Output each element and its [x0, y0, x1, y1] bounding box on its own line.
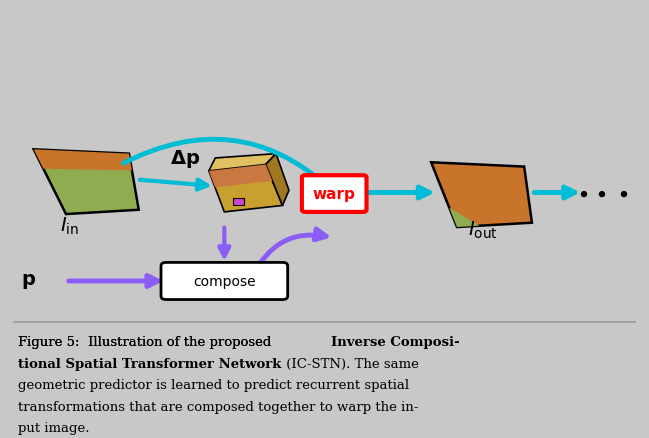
FancyBboxPatch shape: [302, 176, 367, 212]
Polygon shape: [265, 154, 289, 206]
Polygon shape: [209, 165, 282, 212]
Text: warp: warp: [313, 187, 356, 201]
Polygon shape: [209, 154, 276, 172]
Polygon shape: [449, 208, 532, 227]
Polygon shape: [234, 199, 244, 206]
Text: transformations that are composed together to warp the in-: transformations that are composed togeth…: [18, 400, 418, 413]
Text: $\bullet\bullet\bullet$: $\bullet\bullet\bullet$: [576, 183, 629, 203]
Text: Inverse Composi-: Inverse Composi-: [331, 335, 459, 348]
Polygon shape: [34, 150, 132, 171]
FancyBboxPatch shape: [161, 263, 288, 300]
Text: $\mathbf{p}$: $\mathbf{p}$: [21, 272, 36, 291]
Text: put image.: put image.: [18, 421, 89, 434]
Text: $\mathit{I}_{\rm out}$: $\mathit{I}_{\rm out}$: [468, 219, 498, 240]
Text: Figure 5:  Illustration of the proposed: Figure 5: Illustration of the proposed: [18, 335, 275, 348]
Text: $\mathit{I}_{\rm in}$: $\mathit{I}_{\rm in}$: [60, 215, 79, 236]
Polygon shape: [209, 165, 273, 188]
Text: compose: compose: [193, 274, 256, 288]
Text: $\mathbf{\Delta p}$: $\mathbf{\Delta p}$: [171, 148, 201, 170]
Polygon shape: [34, 150, 139, 215]
Polygon shape: [431, 163, 532, 227]
Text: Figure 5:  Illustration of the proposed: Figure 5: Illustration of the proposed: [18, 335, 275, 348]
Text: (IC-STN). The same: (IC-STN). The same: [282, 357, 419, 370]
Text: tional Spatial Transformer Network: tional Spatial Transformer Network: [18, 357, 281, 370]
Text: geometric predictor is learned to predict recurrent spatial: geometric predictor is learned to predic…: [18, 378, 409, 391]
